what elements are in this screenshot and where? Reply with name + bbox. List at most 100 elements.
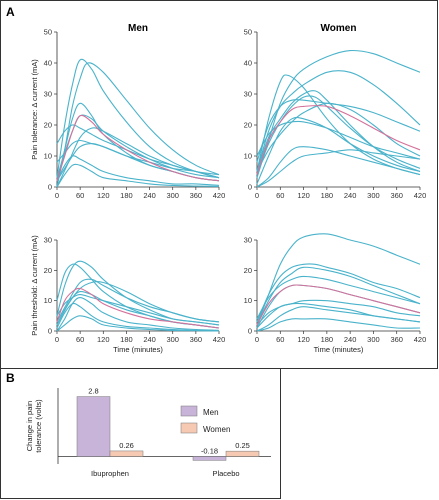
x-tick-label: 360 [190,191,203,200]
y-tick-label: 10 [44,296,52,305]
series-line [56,281,220,326]
mean-series-line [256,284,421,326]
mean-series-line [56,114,220,182]
x-tick-label: 360 [190,335,203,344]
bar [109,450,144,457]
x-tick-label: 120 [97,335,110,344]
x-tick-label: 60 [276,335,284,344]
series-line [56,302,220,332]
series-line [256,299,421,329]
series-line [256,70,421,172]
x-tick-label: 0 [55,191,59,200]
x-tick-label: 420 [414,335,427,344]
series-line [256,318,421,332]
bar-value-label: 0.25 [235,441,250,450]
series-line [256,99,421,163]
x-tick-label: 300 [166,335,179,344]
y-axis-label: Pain threshold: Δ current (mA) [30,235,39,336]
x-tick-label: 120 [97,191,110,200]
series-line [256,263,421,323]
y-tick-label: 20 [44,266,52,275]
bar [76,396,111,457]
y-tick-label: 40 [244,59,252,68]
x-tick-label: 60 [276,191,284,200]
legend-swatch [180,405,198,417]
x-axis-label: Time (minutes) [314,345,364,354]
y-tick-label: 20 [44,121,52,130]
series-line [56,62,220,188]
y-tick-label: 50 [244,28,252,37]
series-line [256,120,421,160]
y-tick-label: 0 [48,327,52,336]
series-line [256,275,421,320]
y-tick-label: 0 [248,183,252,192]
category-label: Ibuprophen [91,469,129,478]
y-tick-label: 0 [248,327,252,336]
y-axis-label: Pain tolerance: Δ current (mA) [30,59,39,160]
x-tick-label: 300 [367,335,380,344]
line-chart-1: 0 10 20 30 40 50 0 60 120 180 240 300 360 420 Men Pain … [30,23,225,200]
x-tick-label: 180 [321,191,334,200]
x-tick-label: 60 [76,191,84,200]
series-line [56,127,220,188]
bar-value-label: -0.18 [201,447,218,456]
panel-a-label: A [6,5,15,19]
y-tick-label: 30 [244,236,252,245]
y-tick-label: 50 [44,28,52,37]
x-tick-label: 0 [255,335,259,344]
x-tick-label: 420 [213,191,226,200]
y-tick-label: 40 [44,59,52,68]
y-axis-label: Change in paintolerance (volts) [25,399,43,453]
y-tick-label: 10 [244,296,252,305]
category-label: Placebo [212,469,239,478]
bar-value-label: 0.26 [119,441,134,450]
y-tick-label: 0 [48,183,52,192]
x-tick-label: 420 [213,335,226,344]
x-tick-label: 300 [367,191,380,200]
x-tick-label: 180 [321,335,334,344]
x-tick-label: 420 [414,191,427,200]
x-tick-label: 60 [76,335,84,344]
x-tick-label: 0 [55,335,59,344]
series-line [256,49,421,178]
y-tick-label: 30 [244,90,252,99]
x-tick-label: 240 [344,335,357,344]
series-line [256,146,421,188]
bar-value-label: 2.8 [88,387,98,396]
x-tick-label: 240 [143,335,156,344]
x-tick-label: 120 [297,335,310,344]
series-line [256,90,421,173]
series-line [56,294,220,326]
x-axis-label: Time (minutes) [113,345,163,354]
series-line [256,233,421,326]
x-tick-label: 180 [120,191,133,200]
x-tick-label: 360 [390,191,403,200]
mean-series-line [56,287,220,329]
legend-label: Men [203,408,219,417]
line-chart-2: 0 10 20 30 40 50 0 60 120 180 240 300 360 420 Women [244,23,427,200]
panel-b-chart: Ibuprophen 2.8 0.26 Placebo -0.18 0.25 Change … [25,387,271,478]
x-tick-label: 0 [255,191,259,200]
series-line [256,149,421,188]
panel-b-label: B [6,371,15,385]
x-tick-label: 180 [120,335,133,344]
panel-b-border [0,368,281,499]
series-line [56,315,220,332]
series-line [256,116,421,185]
x-tick-label: 360 [390,335,403,344]
y-tick-label: 30 [44,90,52,99]
series-line [256,74,421,176]
series-line [56,143,220,182]
panel-a-border [0,0,438,369]
chart-title: Men [128,23,148,34]
bar [225,450,260,457]
y-tick-label: 30 [44,236,52,245]
x-tick-label: 300 [166,191,179,200]
legend-swatch [180,422,198,434]
mean-series-line [256,105,421,175]
y-tick-label: 10 [244,152,252,161]
series-line [56,163,220,188]
